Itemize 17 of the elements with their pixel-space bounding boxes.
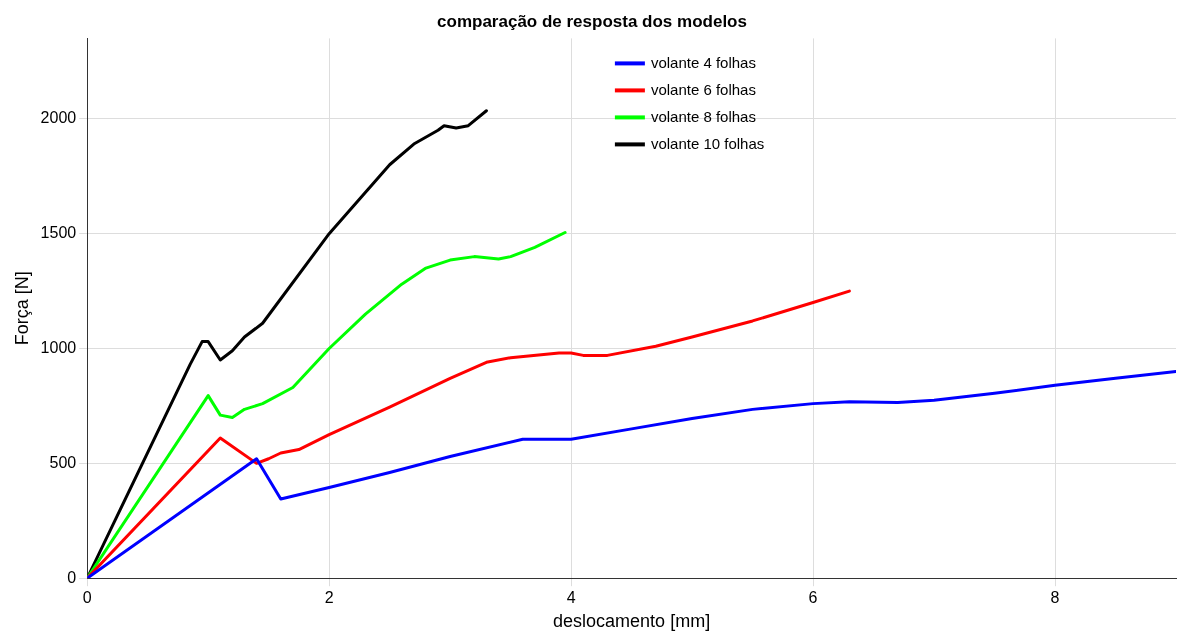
chart-title: comparação de resposta dos modelos: [437, 11, 747, 31]
legend-label: volante 4 folhas: [650, 53, 756, 71]
y-tick-label: 2000: [40, 109, 77, 127]
x-tick-label: 0: [82, 589, 92, 607]
x-tick-label: 8: [1050, 589, 1060, 607]
x-tick-label: 6: [808, 589, 818, 607]
y-tick-label: 1500: [40, 224, 77, 242]
legend-label: volante 10 folhas: [650, 134, 765, 152]
x-axis-title: deslocamento [mm]: [553, 611, 711, 632]
x-tick-label: 4: [566, 589, 576, 607]
y-tick-label: 500: [49, 453, 77, 471]
y-tick-label: 0: [67, 568, 77, 586]
y-axis-title: Força [N]: [11, 271, 32, 346]
y-tick-label: 1000: [40, 338, 77, 356]
legend-label: volante 6 folhas: [650, 80, 756, 98]
legend-label: volante 8 folhas: [650, 107, 756, 125]
x-tick-label: 2: [324, 589, 334, 607]
